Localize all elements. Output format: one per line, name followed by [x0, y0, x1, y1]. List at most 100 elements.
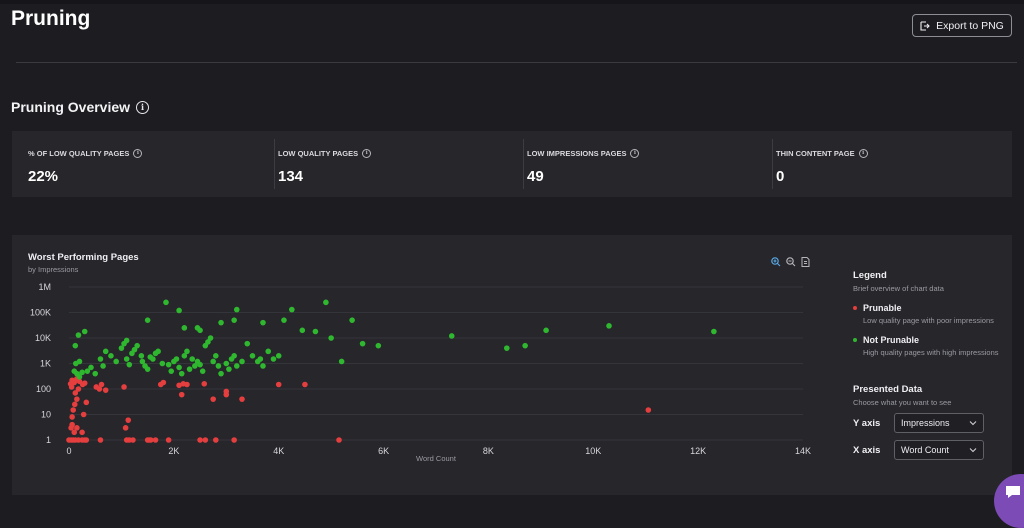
data-point[interactable] — [81, 380, 88, 386]
data-point[interactable] — [97, 356, 104, 362]
data-point[interactable] — [178, 370, 185, 377]
data-point[interactable] — [239, 358, 245, 365]
data-point[interactable] — [184, 348, 190, 355]
data-point[interactable] — [207, 335, 214, 341]
download-icon[interactable] — [801, 257, 810, 267]
x-axis-select[interactable]: Word Count — [894, 440, 984, 460]
data-point[interactable] — [375, 342, 382, 349]
data-point[interactable] — [249, 353, 256, 359]
data-point[interactable] — [80, 411, 87, 418]
data-point[interactable] — [84, 368, 91, 374]
data-point[interactable] — [503, 345, 510, 351]
data-point[interactable] — [144, 317, 151, 323]
data-point[interactable] — [312, 328, 319, 335]
data-point[interactable] — [302, 381, 308, 388]
data-point[interactable] — [70, 407, 76, 413]
data-point[interactable] — [181, 325, 188, 331]
data-point[interactable] — [165, 437, 172, 443]
data-point[interactable] — [226, 366, 232, 372]
data-point[interactable] — [231, 437, 237, 443]
data-point[interactable] — [118, 345, 125, 351]
data-point[interactable] — [125, 417, 132, 423]
data-point[interactable] — [79, 369, 85, 376]
data-point[interactable] — [239, 396, 245, 402]
data-point[interactable] — [197, 437, 203, 443]
data-point[interactable] — [349, 317, 355, 323]
data-point[interactable] — [134, 342, 140, 349]
data-point[interactable] — [270, 356, 277, 362]
data-point[interactable] — [215, 363, 222, 369]
data-point[interactable] — [275, 381, 282, 388]
data-point[interactable] — [181, 353, 188, 359]
data-point[interactable] — [244, 340, 251, 347]
data-point[interactable] — [197, 327, 203, 334]
data-point[interactable] — [231, 317, 237, 323]
data-point[interactable] — [72, 342, 79, 349]
data-point[interactable] — [201, 380, 208, 387]
data-point[interactable] — [102, 348, 109, 355]
data-point[interactable] — [218, 370, 224, 377]
data-point[interactable] — [168, 368, 175, 374]
data-point[interactable] — [202, 437, 209, 443]
data-point[interactable] — [139, 358, 146, 365]
data-point[interactable] — [213, 437, 219, 443]
data-point[interactable] — [178, 391, 185, 398]
data-point[interactable] — [199, 368, 206, 374]
data-point[interactable] — [186, 366, 193, 372]
data-point[interactable] — [522, 342, 528, 349]
data-point[interactable] — [231, 353, 237, 359]
data-point[interactable] — [73, 360, 79, 367]
data-point[interactable] — [71, 429, 78, 436]
data-point[interactable] — [71, 401, 78, 408]
scatter-chart[interactable]: 1 10 100 1K 10K 100K 1M 0 2K 4K 6K 8K 10K 12K 14K Wor… — [0, 0, 1024, 507]
data-point[interactable] — [281, 317, 287, 323]
data-point[interactable] — [76, 374, 83, 380]
data-point[interactable] — [233, 363, 240, 369]
data-point[interactable] — [165, 361, 172, 368]
data-point[interactable] — [74, 425, 80, 431]
y-axis-select[interactable]: Impressions — [894, 413, 984, 433]
data-point[interactable] — [144, 366, 151, 372]
data-point[interactable] — [173, 356, 180, 362]
data-point[interactable] — [223, 360, 230, 367]
data-point[interactable] — [131, 346, 138, 353]
data-point[interactable] — [189, 356, 196, 362]
data-point[interactable] — [184, 381, 190, 388]
data-point[interactable] — [218, 319, 224, 326]
data-point[interactable] — [159, 360, 166, 367]
data-point[interactable] — [75, 332, 82, 338]
data-point[interactable] — [233, 306, 240, 313]
data-point[interactable] — [176, 307, 182, 314]
data-point[interactable] — [160, 379, 167, 386]
data-point[interactable] — [147, 437, 154, 443]
data-point[interactable] — [126, 361, 133, 368]
data-point[interactable] — [102, 387, 109, 393]
data-point[interactable] — [176, 364, 182, 371]
data-point[interactable] — [338, 358, 345, 365]
data-point[interactable] — [122, 425, 129, 431]
data-point[interactable] — [336, 437, 342, 443]
data-point[interactable] — [152, 437, 159, 443]
data-point[interactable] — [223, 391, 230, 398]
data-point[interactable] — [79, 429, 85, 436]
data-point[interactable] — [210, 396, 216, 402]
data-point[interactable] — [257, 356, 264, 362]
data-point[interactable] — [83, 437, 90, 443]
data-point[interactable] — [72, 390, 79, 396]
data-point[interactable] — [299, 327, 306, 334]
data-point[interactable] — [96, 386, 103, 392]
data-point[interactable] — [88, 364, 94, 371]
data-point[interactable] — [121, 384, 127, 390]
data-point[interactable] — [108, 353, 114, 359]
data-point[interactable] — [113, 358, 119, 365]
data-point[interactable] — [328, 335, 334, 341]
data-point[interactable] — [92, 370, 99, 377]
data-point[interactable] — [163, 299, 169, 306]
data-point[interactable] — [543, 327, 549, 334]
data-point[interactable] — [150, 356, 156, 362]
data-point[interactable] — [155, 348, 161, 355]
data-point[interactable] — [130, 437, 136, 443]
data-point[interactable] — [123, 356, 130, 362]
data-point[interactable] — [74, 396, 80, 402]
data-point[interactable] — [260, 319, 266, 326]
